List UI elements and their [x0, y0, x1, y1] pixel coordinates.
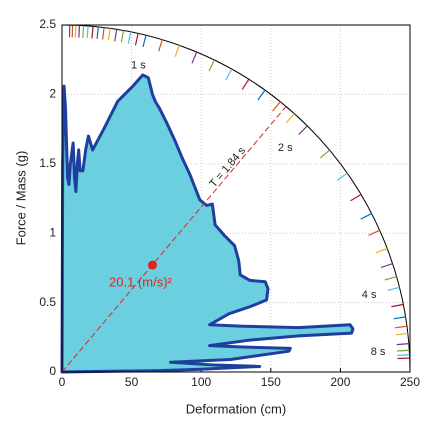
- point: [147, 260, 157, 270]
- period-tick: [96, 26, 99, 40]
- period-label: 1 s: [131, 59, 146, 71]
- period-line-label: T = 1.84 s: [207, 144, 248, 190]
- period-tick: [395, 332, 408, 336]
- x-axis-label: Deformation (cm): [186, 401, 286, 416]
- period-tick: [319, 149, 330, 159]
- period-tick: [360, 213, 372, 220]
- period-tick: [391, 303, 404, 308]
- period-tick: [174, 45, 180, 57]
- period-tick: [350, 193, 362, 202]
- period-tick: [134, 33, 139, 46]
- point-label: 20.1 (m/s)²: [109, 275, 173, 290]
- period-tick: [380, 263, 393, 269]
- period-tick: [191, 51, 198, 64]
- x-tick-label: 0: [59, 375, 66, 389]
- y-tick-label: 0.5: [39, 295, 56, 309]
- plot-frame: [61, 24, 411, 373]
- area: [60, 73, 355, 374]
- period-tick: [397, 349, 410, 352]
- period-tick: [384, 275, 397, 281]
- period-tick: [107, 28, 111, 41]
- y-tick-label: 1: [49, 225, 56, 239]
- period-tick: [257, 89, 266, 101]
- period-label: 4 s: [362, 289, 377, 301]
- period-tick: [225, 68, 233, 81]
- period-tick: [298, 125, 308, 135]
- period-tick: [336, 172, 348, 181]
- period-tick: [86, 25, 89, 39]
- x-tick-label: 100: [191, 375, 211, 389]
- period-tick: [241, 78, 250, 90]
- period-tick: [394, 325, 408, 329]
- period-tick: [387, 286, 400, 291]
- period-tick: [285, 113, 295, 124]
- y-tick-label: 1.5: [39, 156, 56, 170]
- x-tick-label: 50: [125, 375, 139, 389]
- y-tick-label: 0: [49, 364, 56, 378]
- period-tick: [114, 29, 118, 42]
- period-tick: [393, 316, 406, 320]
- period-line: [61, 106, 287, 373]
- period-tick: [91, 26, 94, 39]
- period-tick: [78, 25, 81, 38]
- period-tick: [208, 59, 215, 72]
- period-tick: [272, 101, 281, 112]
- x-tick-label: 200: [330, 375, 350, 389]
- y-tick-label: 2: [49, 87, 56, 101]
- y-axis-label: Force / Mass (g): [13, 151, 28, 246]
- period-tick: [82, 25, 85, 38]
- period-label: 8 s: [371, 346, 386, 358]
- capacity-arc: [61, 24, 411, 373]
- period-tick: [142, 35, 147, 48]
- period-tick: [397, 354, 410, 356]
- y-tick-label: 2.5: [39, 17, 56, 31]
- period-label: 2 s: [278, 142, 293, 154]
- period-tick: [127, 31, 132, 44]
- period-tick: [396, 342, 409, 346]
- period-tick: [120, 30, 125, 43]
- x-tick-label: 150: [261, 375, 281, 389]
- x-tick-label: 250: [400, 375, 420, 389]
- period-tick: [375, 247, 388, 254]
- period-tick: [368, 229, 380, 236]
- period-tick: [158, 39, 163, 52]
- period-tick: [101, 27, 105, 40]
